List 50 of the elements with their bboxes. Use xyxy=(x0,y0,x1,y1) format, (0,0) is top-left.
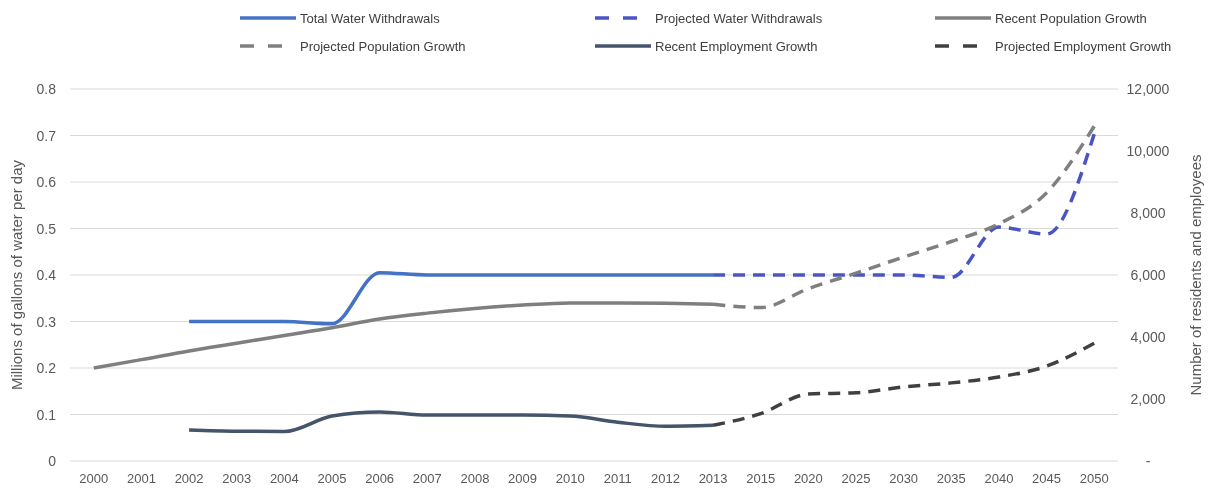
line-series xyxy=(187,410,715,434)
legend-label: Recent Population Growth xyxy=(995,11,1147,26)
y-axis-title: Millions of gallons of water per day xyxy=(8,159,25,391)
x-tick-label: 2009 xyxy=(508,471,538,486)
y-tick-label: 0.1 xyxy=(36,406,57,423)
y-tick-label: 0.7 xyxy=(36,127,57,144)
y2-tick-label: 6,000 xyxy=(1130,267,1166,283)
x-tick-label: 2013 xyxy=(698,471,728,486)
x-tick-label: 2000 xyxy=(79,471,109,486)
x-tick-label: 2010 xyxy=(555,471,585,486)
x-tick-label: 2001 xyxy=(126,471,156,486)
y-tick-label: 0 xyxy=(48,453,57,469)
x-tick-label: 2050 xyxy=(1079,471,1109,486)
line-series xyxy=(711,341,1096,428)
x-tick-label: 2030 xyxy=(889,471,919,486)
x-tick-label: 2002 xyxy=(174,471,204,486)
y2-tick-label: 12,000 xyxy=(1126,81,1170,97)
x-tick-label: 2012 xyxy=(650,471,680,486)
y-tick-label: 0.2 xyxy=(36,360,57,376)
y-tick-label: 0.4 xyxy=(36,267,57,283)
x-tick-label: 2040 xyxy=(984,471,1014,486)
y2-axis-title: Number of residents and employees xyxy=(1187,154,1204,396)
y-tick-label: 0.5 xyxy=(36,220,57,237)
legend-label: Projected Population Growth xyxy=(300,39,466,54)
x-tick-label: 2007 xyxy=(412,471,442,486)
x-tick-label: 2025 xyxy=(841,471,871,486)
x-tick-label: 2045 xyxy=(1032,471,1062,486)
y-tick-label: 0.8 xyxy=(36,81,57,97)
line-series xyxy=(711,132,1096,280)
legend-label: Projected Employment Growth xyxy=(995,39,1172,54)
legend-label: Projected Water Withdrawals xyxy=(655,11,823,26)
x-tick-label: 2006 xyxy=(365,471,395,486)
x-tick-label: 2020 xyxy=(793,471,823,486)
y-tick-label: 0.6 xyxy=(36,174,57,190)
y2-tick-label: 2,000 xyxy=(1130,391,1166,407)
y2-tick-label: 8,000 xyxy=(1130,205,1166,221)
line-series xyxy=(187,270,715,326)
x-tick-label: 2035 xyxy=(936,471,966,486)
x-tick-label: 2015 xyxy=(746,471,776,486)
y2-tick-label: 4,000 xyxy=(1130,329,1166,345)
legend-label: Recent Employment Growth xyxy=(655,39,818,54)
x-tick-label: 2003 xyxy=(222,471,252,486)
legend-label: Total Water Withdrawals xyxy=(300,11,441,26)
x-tick-label: 2011 xyxy=(603,471,632,486)
y-tick-label: 0.3 xyxy=(36,313,57,330)
x-tick-label: 2004 xyxy=(269,471,299,486)
y2-tick-label: 10,000 xyxy=(1126,143,1170,159)
x-tick-label: 2005 xyxy=(317,471,347,486)
x-tick-label: 2008 xyxy=(460,471,490,486)
y2-tick-label: - xyxy=(1145,453,1151,469)
